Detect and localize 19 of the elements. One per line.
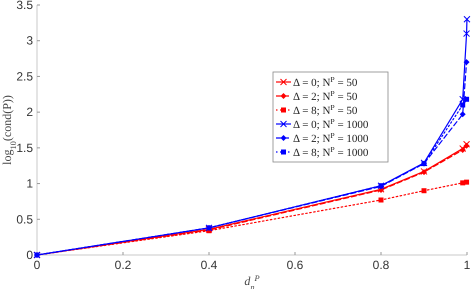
x-tick-label: 1 xyxy=(464,258,471,272)
y-tick-label: 3 xyxy=(26,34,34,48)
y-tick-label: 0.5 xyxy=(16,212,34,226)
x-tick-label: 0.2 xyxy=(114,258,132,272)
x-tick-label: 0.8 xyxy=(372,258,390,272)
y-tick-label: 2.5 xyxy=(16,69,34,84)
y-tick-label: 0 xyxy=(26,248,34,262)
legend-label: Δ = 8; N$^{P}$ = 1000 xyxy=(293,144,369,159)
y-tick-label: 3.5 xyxy=(16,0,34,12)
y-tick-label: 1 xyxy=(26,176,34,191)
legend-label: Δ = 8; N$^{P}$ = 50 xyxy=(293,102,358,117)
legend-label: Δ = 2; N$^{P}$ = 50 xyxy=(293,88,358,103)
legend-label: Δ = 0; N$^{P}$ = 1000 xyxy=(293,116,369,131)
x-tick-label: 0.6 xyxy=(286,258,304,272)
legend-label: Δ = 0; N$^{P}$ = 50 xyxy=(293,74,358,89)
legend-label: Δ = 2; N$^{P}$ = 1000 xyxy=(293,130,369,145)
y-tick-label: 1.5 xyxy=(16,140,34,155)
y-tick-label: 2 xyxy=(26,105,34,120)
x-tick-label: 0.4 xyxy=(200,258,218,272)
